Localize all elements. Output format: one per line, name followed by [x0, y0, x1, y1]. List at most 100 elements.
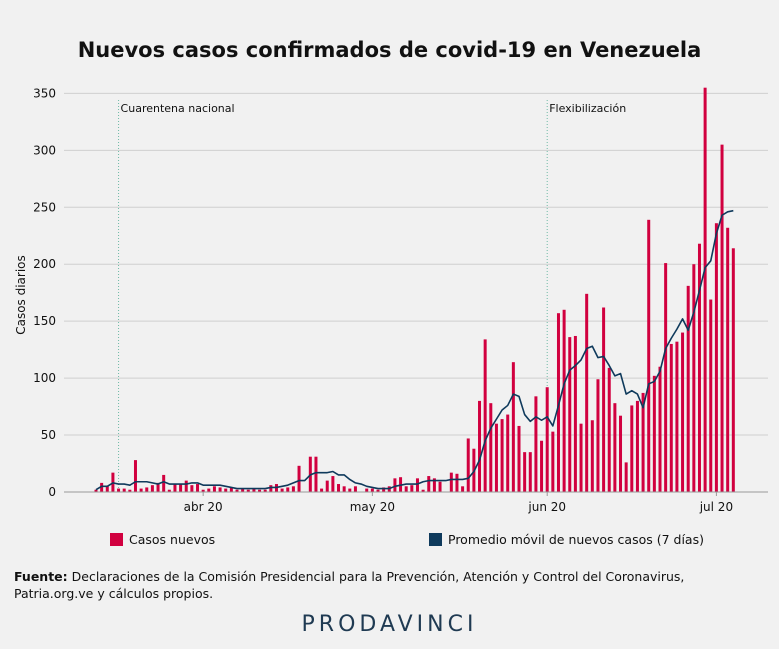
legend-swatch-line: [429, 533, 442, 546]
bar: [647, 219, 651, 492]
source-label: Fuente:: [14, 569, 68, 584]
bar: [528, 452, 532, 492]
legend-item-line: Promedio móvil de nuevos casos (7 días): [429, 532, 704, 547]
bar: [630, 405, 634, 492]
bar: [466, 438, 470, 492]
chart-title: Nuevos casos confirmados de covid-19 en …: [77, 38, 702, 62]
bar: [596, 379, 600, 492]
bar: [201, 489, 205, 492]
x-tick-label: jul 20: [699, 500, 733, 514]
moving-average-line: [95, 209, 734, 491]
bar: [489, 403, 493, 492]
y-tick-label: 50: [41, 428, 56, 442]
bar: [370, 488, 374, 492]
bar: [286, 487, 290, 492]
bar: [681, 332, 685, 492]
bar: [218, 487, 222, 492]
bar: [579, 423, 583, 492]
bar: [415, 478, 419, 492]
bar: [410, 485, 414, 492]
bar: [190, 485, 194, 492]
x-tick-label: may 20: [350, 500, 395, 514]
bar: [675, 341, 679, 492]
bar: [703, 87, 707, 492]
bar: [686, 285, 690, 492]
bar: [184, 480, 188, 492]
bar: [658, 366, 662, 492]
bar: [432, 478, 436, 492]
bar: [449, 472, 453, 492]
bar: [179, 484, 183, 492]
bar: [348, 488, 352, 492]
y-tick-label: 150: [33, 314, 56, 328]
bar: [117, 488, 121, 492]
legend-label-bars: Casos nuevos: [129, 532, 216, 547]
bar: [331, 476, 335, 492]
bar: [534, 396, 538, 492]
bar: [291, 486, 295, 492]
y-tick-label: 300: [33, 143, 56, 157]
bar: [421, 489, 425, 492]
grid-layer: [64, 92, 768, 436]
bar: [280, 488, 284, 492]
bar: [551, 431, 555, 492]
bar: [353, 486, 357, 492]
bar: [669, 343, 673, 492]
bar: [325, 480, 329, 492]
bar: [258, 489, 262, 492]
bar: [607, 367, 611, 492]
bar: [720, 144, 724, 492]
bar: [455, 473, 459, 492]
y-tick-label: 200: [33, 257, 56, 271]
bar: [731, 248, 735, 492]
bar: [196, 484, 200, 492]
bar: [252, 488, 256, 492]
bar: [269, 485, 273, 492]
bar: [235, 489, 239, 492]
bar: [438, 481, 442, 492]
bar: [212, 486, 216, 492]
bar: [150, 485, 154, 492]
bar: [393, 478, 397, 492]
bar: [714, 223, 718, 492]
bar: [427, 476, 431, 492]
legend-label-line: Promedio móvil de nuevos casos (7 días): [448, 532, 704, 547]
bar: [100, 482, 104, 492]
annotation-layer: Cuarentena nacional Flexibilización: [118, 100, 626, 492]
bar: [128, 489, 132, 492]
bar: [506, 414, 510, 492]
bar: [241, 488, 245, 492]
bar: [145, 487, 149, 492]
bar: [635, 400, 639, 492]
bar: [173, 484, 177, 492]
bar: [94, 489, 98, 492]
bar: [641, 392, 645, 492]
bar: [652, 375, 656, 492]
annotation-label: Cuarentena nacional: [121, 102, 235, 115]
bar: [585, 293, 589, 492]
bar: [709, 299, 713, 492]
bar: [365, 488, 369, 492]
legend-swatch-bars: [110, 533, 123, 546]
bar: [139, 488, 143, 492]
bar: [122, 488, 126, 492]
bar: [483, 339, 487, 492]
bar: [229, 487, 233, 492]
bar: [342, 486, 346, 492]
bar: [162, 474, 166, 492]
bar: [692, 264, 696, 492]
bar: [523, 452, 527, 492]
x-tick-label: jun 20: [527, 500, 566, 514]
line-layer: [95, 209, 734, 491]
bar-layer: [94, 87, 735, 492]
bar: [602, 307, 606, 492]
bar: [156, 482, 160, 492]
bar: [568, 337, 572, 492]
bar: [624, 462, 628, 492]
bar: [573, 335, 577, 492]
bar: [246, 489, 250, 492]
bar: [263, 489, 267, 492]
y-tick-label: 350: [33, 86, 56, 100]
bar: [207, 488, 211, 492]
